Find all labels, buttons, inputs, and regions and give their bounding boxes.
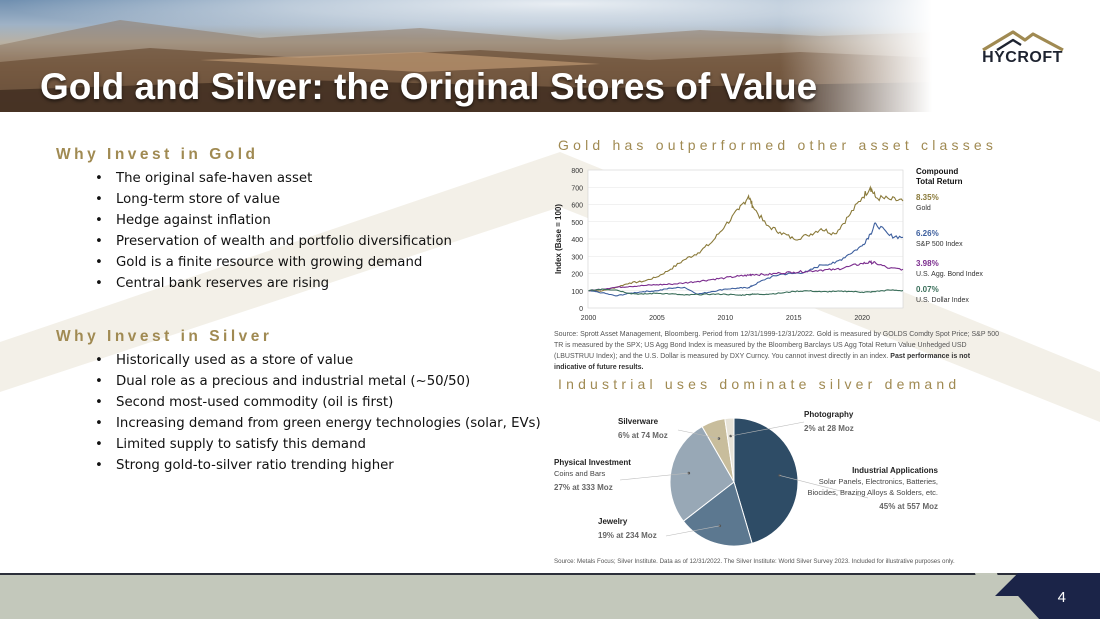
x-tick-label: 2020 (854, 315, 870, 322)
leader-line (677, 429, 719, 439)
list-item: Dual role as a precious and industrial m… (95, 371, 541, 392)
slice-label: Jewelry (598, 517, 628, 526)
silver-demand-pie-chart: Industrial Applications Solar Panels, Ele… (554, 410, 939, 547)
line-chart-heading: Gold has outperformed other asset classe… (558, 137, 998, 153)
slice-sublabel: Coins and Bars (554, 469, 606, 478)
logo-text: HYCROFT (982, 49, 1063, 66)
y-tick-label: 200 (571, 272, 583, 279)
line-chart-source-note: Source: Sprott Asset Management, Bloombe… (554, 329, 1004, 373)
leader-line (779, 475, 869, 499)
list-item: Second most-used commodity (oil is first… (95, 392, 541, 413)
silver-section-heading: Why Invest in Silver (56, 328, 273, 345)
series-line (588, 259, 904, 292)
leader-dot (717, 437, 721, 440)
mountain-logo-icon (982, 30, 1064, 52)
x-tick-label: 2000 (581, 315, 597, 322)
gold-section-heading: Why Invest in Gold (56, 146, 259, 163)
banner-fade (780, 0, 940, 112)
list-item: Central bank reserves are rising (95, 273, 452, 294)
x-tick-label: 2005 (649, 315, 665, 322)
legend-series-name: U.S. Dollar Index (916, 297, 969, 304)
page-number: 4 (1057, 589, 1066, 606)
x-tick-label: 2010 (718, 315, 734, 322)
list-item: Gold is a finite resource with growing d… (95, 252, 452, 273)
leader-line (619, 472, 689, 481)
slice-sublabel: Solar Panels, Electronics, Batteries, Bio… (808, 477, 938, 497)
leader-dot (778, 474, 781, 477)
silver-bullet-list: Historically used as a store of value Du… (95, 350, 541, 476)
legend-return: 8.35% (916, 193, 939, 202)
list-item: Historically used as a store of value (95, 350, 541, 371)
slice-label: Industrial Applications (852, 466, 938, 475)
line-chart-source-text: Source: Sprott Asset Management, Bloombe… (554, 331, 999, 360)
y-tick-label: 700 (571, 185, 583, 192)
slice-label: Physical Investment (554, 458, 631, 467)
list-item: Preservation of wealth and portfolio div… (95, 231, 452, 252)
x-tick-label: 2015 (786, 315, 802, 322)
legend-return: 3.98% (916, 259, 939, 268)
leader-line (665, 525, 720, 537)
pie-slice (682, 481, 753, 547)
legend-return: 0.07% (916, 285, 939, 294)
gold-performance-line-chart: 0 100 200 300 400 500 600 700 800 2000 2005 2010 201… (554, 167, 983, 322)
y-tick-label: 800 (571, 168, 583, 175)
series-line (588, 288, 904, 297)
list-item: Strong gold-to-silver ratio trending hig… (95, 455, 541, 476)
slice-value: 19% at 234 Moz (598, 531, 657, 540)
footer-bar (0, 573, 1100, 619)
y-tick-label: 0 (579, 306, 583, 313)
pie-slice (669, 425, 735, 522)
legend-series-name: S&P 500 Index (916, 241, 963, 248)
series-line (588, 222, 904, 297)
line-chart-disclaimer: Past performance is not indicative of fu… (554, 353, 971, 371)
footer-badge-notch (975, 573, 1010, 619)
pie-slice (724, 417, 735, 483)
pie-chart-source-note: Source: Metals Focus; Silver Institute. … (554, 558, 955, 565)
y-tick-label: 300 (571, 254, 583, 261)
legend-title: Compound Total Return (916, 167, 963, 186)
legend-series-name: Gold (916, 205, 931, 212)
slice-value: 2% at 28 Moz (804, 424, 854, 433)
pie-slice (733, 417, 799, 545)
y-axis-label: Index (Base = 100) (554, 204, 563, 274)
gold-bullet-list: The original safe-haven asset Long-term … (95, 168, 452, 294)
page-title: Gold and Silver: the Original Stores of … (40, 66, 818, 107)
y-tick-label: 100 (571, 289, 583, 296)
slice-label: Silverware (618, 417, 659, 426)
y-tick-label: 500 (571, 220, 583, 227)
banner-landscape (0, 20, 940, 112)
hycroft-logo: HYCROFT (975, 26, 1070, 72)
legend-return: 6.26% (916, 229, 939, 238)
list-item: Hedge against inflation (95, 210, 452, 231)
list-item: Limited supply to satisfy this demand (95, 434, 541, 455)
slice-value: 45% at 557 Moz (879, 502, 938, 511)
leader-line (730, 421, 805, 437)
slice-label: Photography (804, 410, 854, 419)
slice-value: 27% at 333 Moz (554, 483, 613, 492)
header-banner-photo (0, 0, 940, 112)
list-item: The original safe-haven asset (95, 168, 452, 189)
y-tick-label: 400 (571, 237, 583, 244)
slice-value: 6% at 74 Moz (618, 431, 668, 440)
series-line (588, 185, 904, 292)
y-tick-label: 600 (571, 203, 583, 210)
pie-chart-heading: Industrial uses dominate silver demand (558, 376, 961, 392)
legend-series-name: U.S. Agg. Bond Index (916, 271, 983, 278)
list-item: Long-term store of value (95, 189, 452, 210)
list-item: Increasing demand from green energy tech… (95, 413, 541, 434)
